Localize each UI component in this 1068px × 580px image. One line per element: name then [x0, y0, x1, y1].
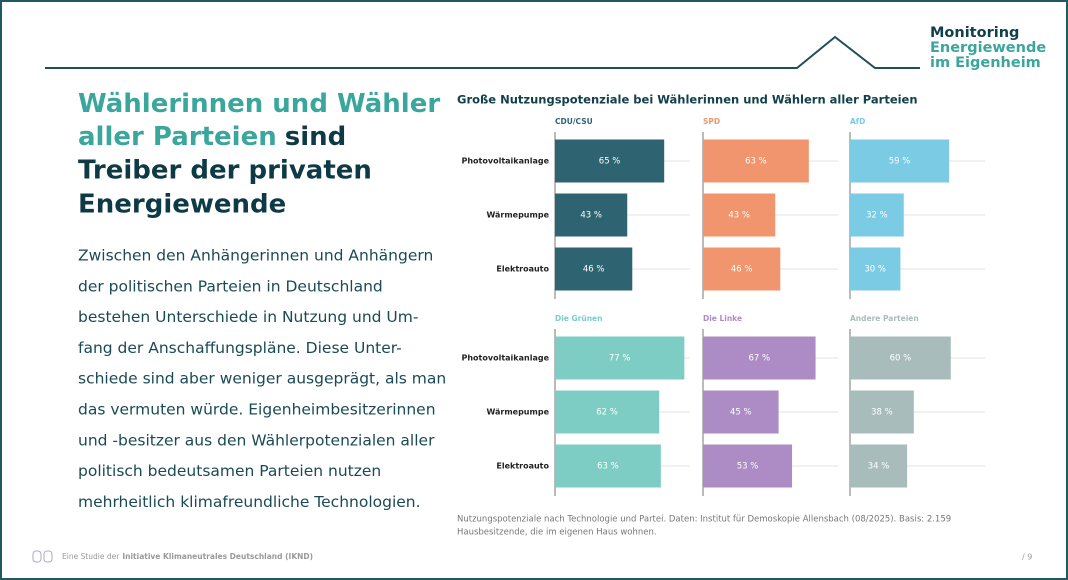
value-label: 30 % [864, 265, 886, 275]
body-line: schiede sind aber weniger ausgeprägt, al… [78, 370, 446, 388]
chart-title: Große Nutzungspotenziale bei Wählerinnen… [457, 93, 918, 107]
heading: Wählerinnen und Wähler aller Parteien sin… [78, 89, 440, 220]
logo-line: im Eigenheim [930, 55, 1041, 71]
panel-title: Die Grünen [555, 314, 602, 323]
heading-line: Energiewende [78, 190, 286, 220]
body-line: politisch bedeutsamen Parteien nutzen [78, 462, 381, 480]
bar [850, 193, 904, 237]
bar [850, 139, 950, 183]
bar [555, 336, 685, 380]
bar [703, 247, 781, 291]
body-line: mehrheitlich klimafreundliche Technologi… [78, 493, 421, 511]
note: Nutzungspotenziale nach Technologie und … [457, 515, 951, 538]
value-label: 32 % [866, 211, 888, 221]
charts: CDU/CSU 65 % Photovoltaikanlage 43 % Wärmepu… [462, 117, 985, 496]
footer-text: Eine Studie der Initiative Klimaneutrales… [62, 552, 313, 561]
logo-line: Monitoring [930, 25, 1019, 41]
category-label: Elektroauto [496, 462, 549, 471]
bar [850, 390, 914, 434]
value-label: 59 % [889, 157, 911, 167]
page-number: / 9 [1022, 553, 1032, 562]
value-label: 62 % [596, 408, 618, 418]
value-label: 53 % [737, 462, 759, 472]
heading-line: Treiber der privaten [78, 156, 372, 186]
heading-part: sind [285, 122, 347, 152]
bar [850, 444, 908, 488]
bar [703, 139, 809, 183]
value-label: 67 % [748, 354, 770, 364]
body-line: der politischen Parteien in Deutschland [78, 277, 383, 295]
body-line: und -besitzer aus den Wählerpotenzialen … [78, 431, 435, 449]
value-label: 46 % [583, 265, 605, 275]
heading-part: Wählerinnen und Wähler [78, 89, 440, 119]
bar [555, 390, 660, 434]
footer-org: Initiative Klimaneutrales Deutschland (I… [122, 552, 313, 561]
bar [555, 247, 633, 291]
category-label: Photovoltaikanlage [462, 157, 550, 166]
bar [703, 336, 816, 380]
heading-line: aller Parteien sind [78, 122, 346, 152]
body-line: bestehen Unterschiede in Nutzung und Um- [78, 308, 418, 326]
value-label: 45 % [730, 408, 752, 418]
bar [850, 336, 951, 380]
bar [850, 247, 901, 291]
bar [555, 444, 661, 488]
panel-title: AfD [850, 117, 865, 126]
body-text: Zwischen den Anhängerinnen und Anhängern… [78, 247, 446, 511]
value-label: 34 % [868, 462, 890, 472]
value-label: 63 % [745, 157, 767, 167]
logo: Monitoring Energiewende im Eigenheim [930, 25, 1046, 71]
roof-line [45, 35, 920, 69]
category-label: Photovoltaikanlage [462, 354, 550, 363]
note-line: Hausbesitzende, die im eigenen Haus wohn… [457, 528, 657, 538]
body-line: fang der Anschaffungspläne. Diese Unter- [78, 339, 402, 357]
value-label: 46 % [731, 265, 753, 275]
category-label: Wärmepumpe [486, 211, 549, 220]
heading-part: aller Parteien [78, 122, 277, 152]
category-label: Wärmepumpe [486, 408, 549, 417]
value-label: 65 % [599, 157, 621, 167]
bar [703, 444, 793, 488]
footer: Eine Studie der Initiative Klimaneutrales… [32, 550, 1032, 563]
bar [703, 390, 779, 434]
bar [703, 193, 776, 237]
body-line: Zwischen den Anhängerinnen und Anhängern [78, 247, 433, 265]
category-label: Elektroauto [496, 265, 549, 274]
value-label: 38 % [871, 408, 893, 418]
note-line: Nutzungspotenziale nach Technologie und … [457, 515, 951, 525]
bar [555, 139, 665, 183]
panel-title: Die Linke [703, 314, 742, 323]
panel-title: CDU/CSU [555, 117, 593, 126]
value-label: 77 % [609, 354, 631, 364]
value-label: 63 % [597, 462, 619, 472]
footer-icon [32, 550, 42, 563]
heading-line: Wählerinnen und Wähler [78, 89, 440, 119]
value-label: 43 % [580, 211, 602, 221]
body-line: das vermuten würde. Eigenheimbesitzerinn… [78, 401, 436, 419]
value-label: 43 % [728, 211, 750, 221]
footer-icon [43, 550, 53, 563]
footer-prefix: Eine Studie der [62, 552, 120, 561]
logo-line: Energiewende [930, 40, 1046, 56]
value-label: 60 % [890, 354, 912, 364]
panel-title: Andere Parteien [850, 314, 919, 323]
bar [555, 193, 628, 237]
panel-title: SPD [703, 117, 720, 126]
